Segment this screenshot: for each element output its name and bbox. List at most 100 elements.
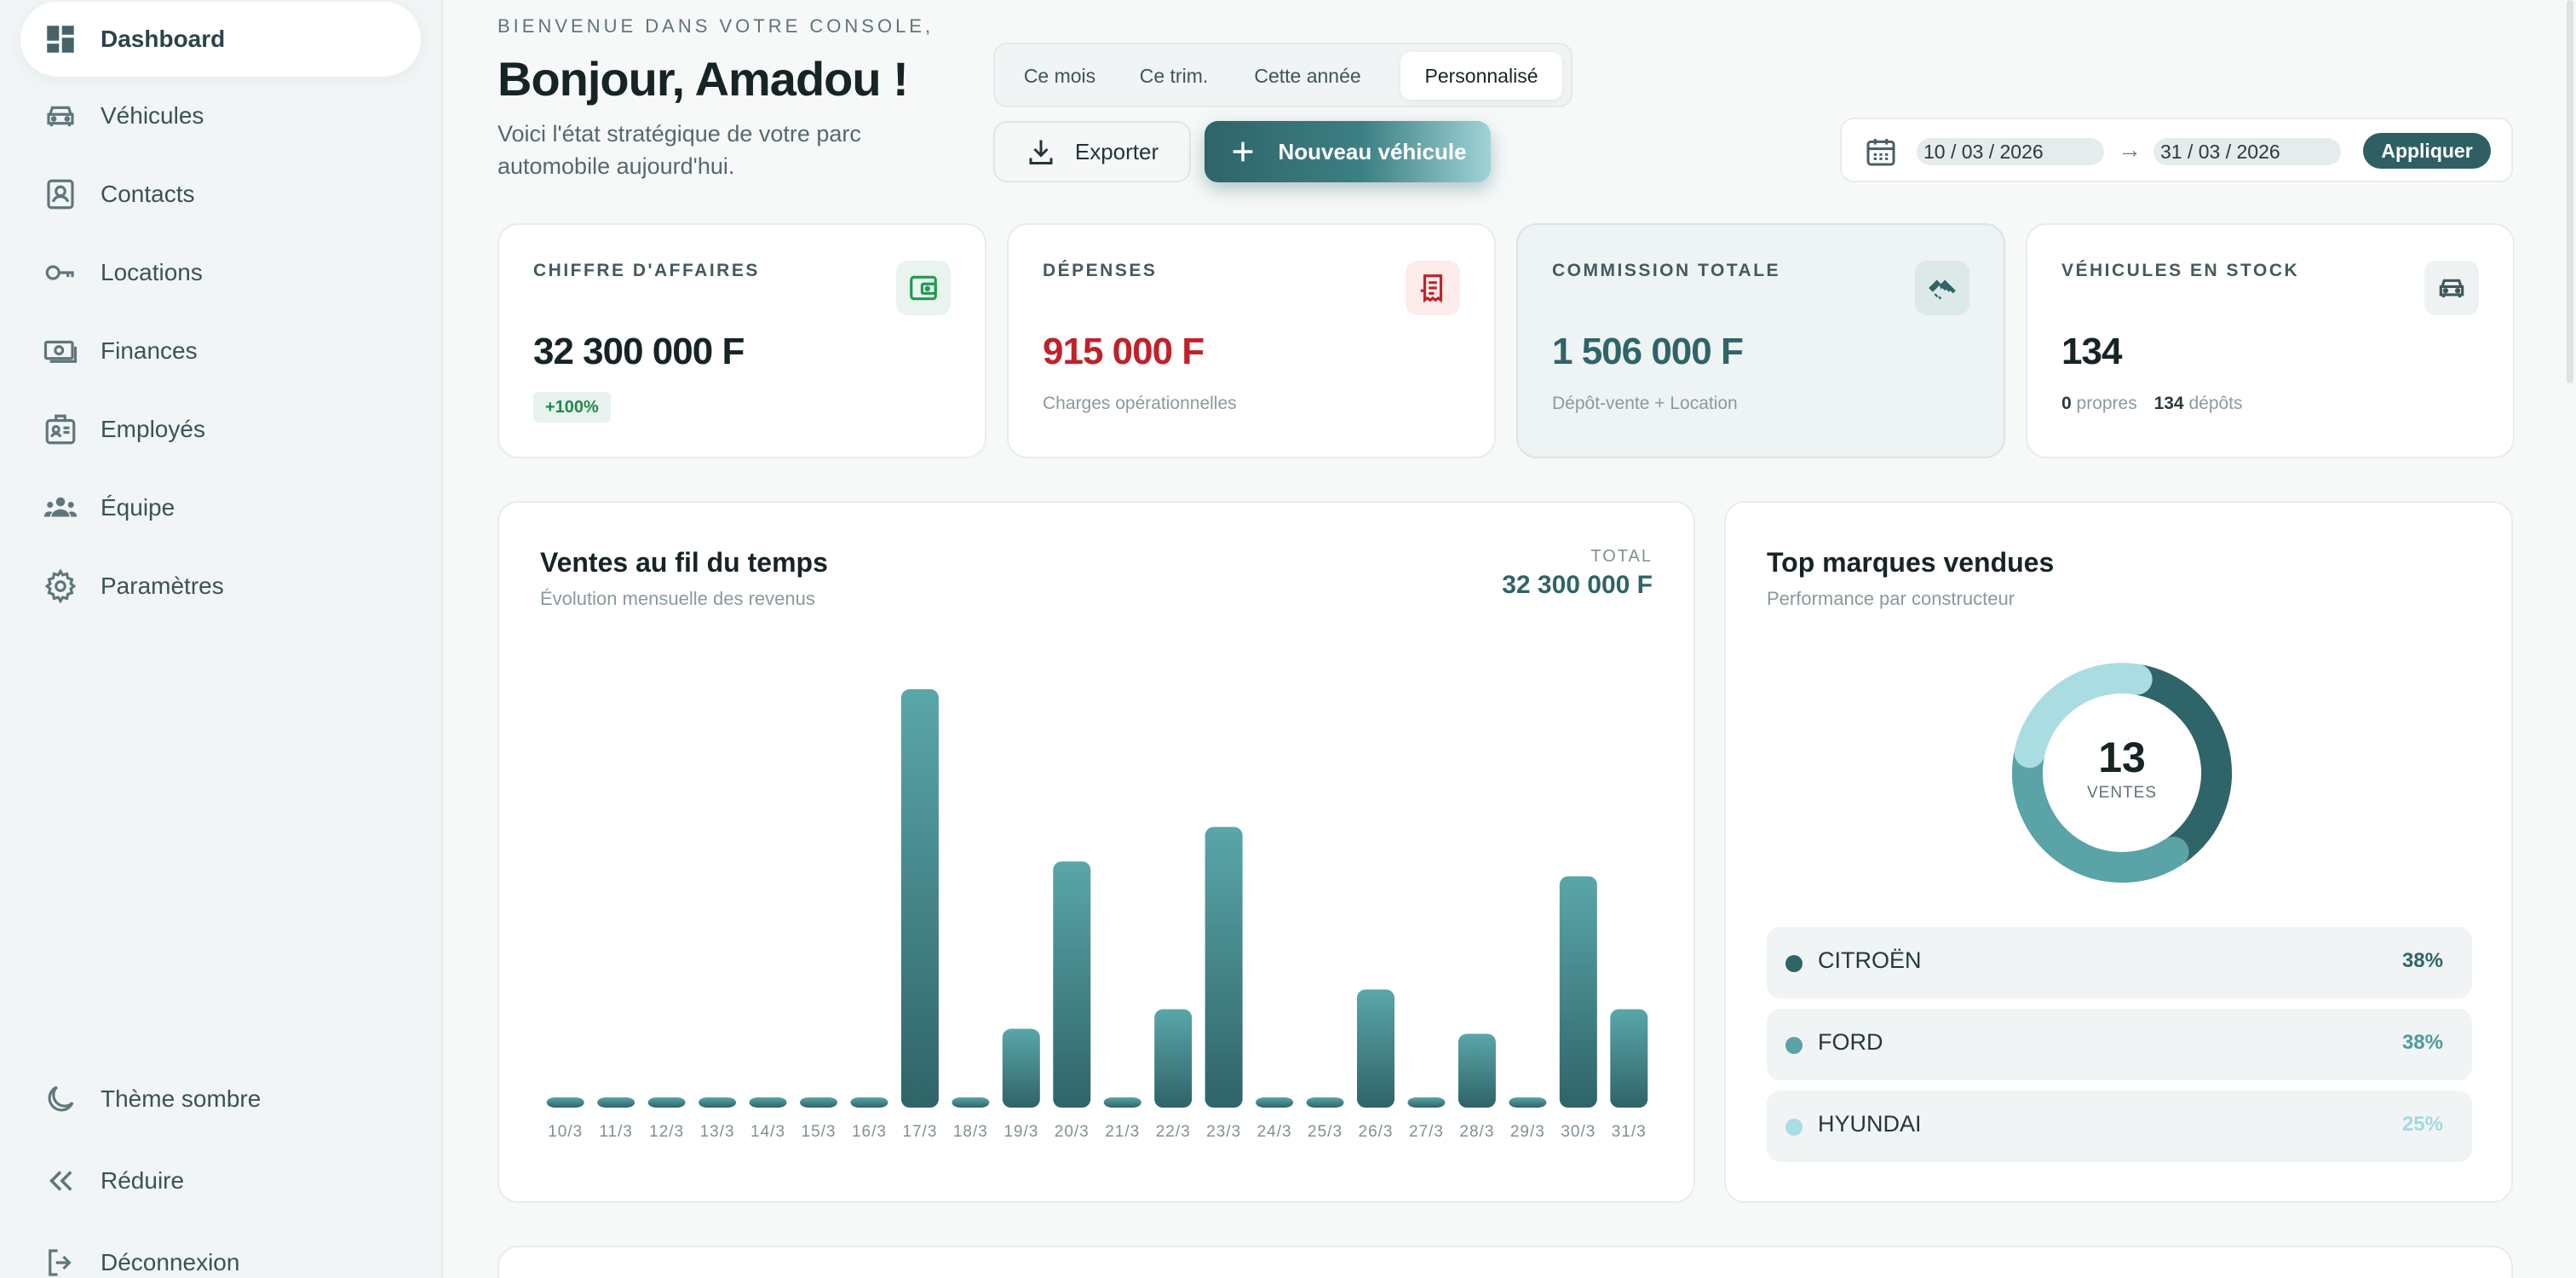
bar-26/3[interactable] xyxy=(1357,989,1394,1108)
brands-title: Top marques vendues xyxy=(1767,547,2055,578)
x-tick-label: 29/3 xyxy=(1510,1123,1545,1141)
brands-panel: Top marques vendues Performance par cons… xyxy=(1724,501,2513,1203)
sales-panel: Ventes au fil du temps Évolution mensuel… xyxy=(497,501,1695,1203)
x-tick-label: 13/3 xyxy=(700,1123,735,1141)
x-tick-label: 30/3 xyxy=(1561,1123,1596,1141)
brand-row-citroen[interactable]: CITROËN 38% xyxy=(1767,927,2472,999)
period-this-quarter[interactable]: Ce trim. xyxy=(1139,64,1209,87)
badge-icon xyxy=(45,414,76,445)
kpi-icon-box xyxy=(1406,261,1460,315)
export-button[interactable]: Exporter xyxy=(993,121,1191,182)
x-tick-label: 16/3 xyxy=(852,1123,887,1141)
donut-total-label: VENTES xyxy=(2086,784,2158,802)
sidebar-item-locations[interactable]: Locations xyxy=(20,235,421,310)
kpi-card-stock: VÉHICULES EN STOCK 134 0 propres 134 dép… xyxy=(2026,223,2515,458)
x-tick-label: 22/3 xyxy=(1156,1123,1191,1141)
sidebar-item-label: Équipe xyxy=(101,494,175,521)
bar-11/3[interactable] xyxy=(597,1097,635,1108)
bar-14/3[interactable] xyxy=(749,1097,787,1108)
bar-18/3[interactable] xyxy=(952,1097,990,1108)
sidebar-item-vehicules[interactable]: Véhicules xyxy=(20,78,421,153)
own-count: 0 xyxy=(2061,394,2072,413)
brands-subtitle: Performance par constructeur xyxy=(1767,588,2015,609)
key-icon xyxy=(45,265,74,280)
donut-slice-citroën[interactable] xyxy=(2125,665,2232,866)
sidebar-item-finances[interactable]: Finances xyxy=(20,314,421,389)
moon-icon xyxy=(48,1085,74,1112)
donut-slice-hyundai[interactable] xyxy=(2014,663,2153,769)
bar-27/3[interactable] xyxy=(1407,1097,1446,1108)
bar-10/3[interactable] xyxy=(546,1097,584,1108)
sidebar-item-label: Employés xyxy=(101,416,205,442)
x-tick-label: 10/3 xyxy=(548,1123,583,1141)
bar-16/3[interactable] xyxy=(850,1097,888,1108)
bar-20/3[interactable] xyxy=(1053,861,1091,1108)
bar-25/3[interactable] xyxy=(1306,1097,1344,1108)
bar-31/3[interactable] xyxy=(1610,1009,1648,1108)
apply-button[interactable]: Appliquer xyxy=(2363,133,2491,169)
x-tick-label: 19/3 xyxy=(1003,1123,1038,1141)
logout-button[interactable]: Déconnexion xyxy=(20,1225,421,1278)
scrollbar[interactable] xyxy=(2564,0,2576,1278)
sales-title: Ventes au fil du temps xyxy=(540,547,828,578)
bar-24/3[interactable] xyxy=(1256,1097,1294,1108)
x-tick-label: 25/3 xyxy=(1308,1123,1343,1141)
kpi-note: Dépôt-vente + Location xyxy=(1552,394,1738,413)
bar-30/3[interactable] xyxy=(1559,876,1597,1108)
bar-19/3[interactable] xyxy=(1002,1028,1040,1108)
new-vehicle-button[interactable]: Nouveau véhicule xyxy=(1205,121,1491,182)
bar-12/3[interactable] xyxy=(647,1097,686,1108)
donut-slice-ford[interactable] xyxy=(2012,740,2189,883)
bar-23/3[interactable] xyxy=(1205,826,1243,1108)
kpi-note: Charges opérationnelles xyxy=(1043,394,1237,413)
bar-29/3[interactable] xyxy=(1509,1097,1547,1108)
sidebar-item-employes[interactable]: Employés xyxy=(20,392,421,467)
x-tick-label: 17/3 xyxy=(902,1123,937,1141)
deposit-count: 134 xyxy=(2153,394,2184,413)
bar-17/3[interactable] xyxy=(900,688,939,1108)
kpi-icon-box xyxy=(1915,261,1969,315)
brand-row-hyundai[interactable]: HYUNDAI 25% xyxy=(1767,1091,2472,1162)
car-icon xyxy=(47,106,74,127)
wallet-icon xyxy=(910,275,937,301)
sidebar-footer-label: Réduire xyxy=(101,1167,185,1194)
kpi-growth-badge: +100% xyxy=(533,392,611,423)
bar-21/3[interactable] xyxy=(1103,1097,1141,1108)
period-this-month[interactable]: Ce mois xyxy=(1023,64,1096,87)
page-subtitle: Voici l'état stratégique de votre parc a… xyxy=(497,121,861,179)
brand-name: HYUNDAI xyxy=(1818,1111,1922,1137)
brand-row-ford[interactable]: FORD 38% xyxy=(1767,1009,2472,1080)
bar-13/3[interactable] xyxy=(699,1097,737,1108)
collapse-sidebar-button[interactable]: Réduire xyxy=(20,1143,421,1218)
x-tick-label: 15/3 xyxy=(802,1123,837,1141)
dark-theme-toggle[interactable]: Thème sombre xyxy=(20,1062,421,1137)
download-icon xyxy=(1029,140,1053,164)
contact-icon xyxy=(47,179,74,210)
sidebar-item-contacts[interactable]: Contacts xyxy=(20,157,421,232)
kpi-card-commission: COMMISSION TOTALE 1 506 000 F Dépôt-vent… xyxy=(1516,223,2005,458)
scrollbar-thumb[interactable] xyxy=(2567,0,2573,383)
x-tick-label: 21/3 xyxy=(1105,1123,1140,1141)
end-date-input[interactable]: 31 / 03 / 2026 xyxy=(2153,138,2341,165)
x-tick-label: 28/3 xyxy=(1459,1123,1494,1141)
sidebar-item-equipe[interactable]: Équipe xyxy=(20,470,421,545)
sidebar-item-label: Locations xyxy=(101,259,203,285)
x-tick-label: 11/3 xyxy=(599,1123,633,1141)
x-tick-label: 24/3 xyxy=(1257,1123,1292,1141)
bar-28/3[interactable] xyxy=(1458,1033,1496,1108)
sales-total-label: TOTAL xyxy=(1590,547,1653,566)
sidebar-item-parametres[interactable]: Paramètres xyxy=(20,549,421,624)
x-tick-label: 26/3 xyxy=(1359,1123,1394,1141)
sidebar-item-dashboard[interactable]: Dashboard xyxy=(20,2,421,77)
start-date-input[interactable]: 10 / 03 / 2026 xyxy=(1917,138,2104,165)
kpi-value: 32 300 000 F xyxy=(533,331,745,372)
period-this-year[interactable]: Cette année xyxy=(1254,64,1361,87)
bar-22/3[interactable] xyxy=(1154,1009,1193,1108)
range-arrow: → xyxy=(2118,136,2142,163)
bar-15/3[interactable] xyxy=(800,1097,837,1108)
brand-name: CITROËN xyxy=(1818,947,1922,973)
period-custom[interactable]: Personnalisé xyxy=(1400,52,1562,100)
brand-name: FORD xyxy=(1818,1029,1883,1055)
calendar-icon xyxy=(1866,139,1895,166)
kpi-icon-box xyxy=(896,261,951,315)
